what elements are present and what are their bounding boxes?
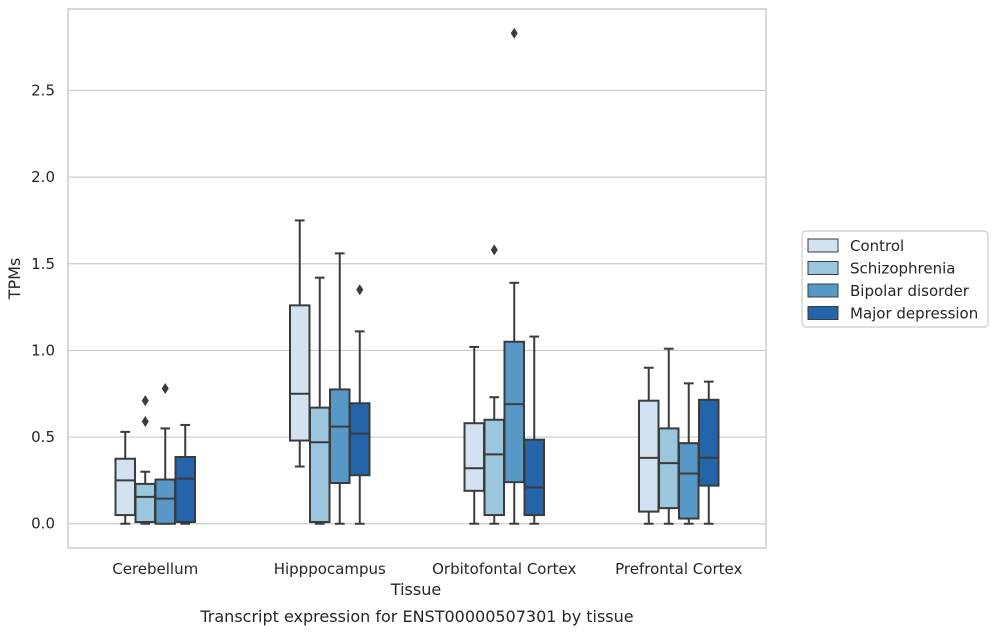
box-body xyxy=(698,398,720,487)
legend-swatch xyxy=(807,238,839,253)
y-tick-label: 0.5 xyxy=(31,428,55,446)
outlier-point xyxy=(490,244,498,256)
box-schizophrenia-prefrontal-cortex xyxy=(658,347,680,525)
x-axis-ticks: Cerebellum Hipppocampus Orbitofontal Corte… xyxy=(112,560,742,578)
legend-swatch xyxy=(807,306,839,320)
outlier-point xyxy=(161,383,169,395)
box-body xyxy=(114,457,136,517)
y-tick-label: 1.5 xyxy=(31,255,55,273)
box-control-orbitofontal-cortex xyxy=(463,345,485,525)
legend-label: Bipolar disorder xyxy=(850,282,970,300)
box-body xyxy=(329,388,351,485)
box-body xyxy=(134,482,156,524)
y-tick-label: 2.5 xyxy=(31,81,55,99)
legend-label: Major depression xyxy=(850,305,978,323)
y-axis-title: TPMs xyxy=(5,258,24,301)
box-major-depression-cerebellum xyxy=(174,423,196,525)
outlier-point xyxy=(356,284,364,296)
legend-swatch xyxy=(807,261,839,275)
box-body xyxy=(523,438,545,517)
x-tick-label: Orbitofontal Cortex xyxy=(432,560,576,578)
y-tick-label: 1.0 xyxy=(31,341,55,359)
y-tick-label: 0.0 xyxy=(31,515,55,533)
box-body xyxy=(678,442,700,520)
box-body xyxy=(174,456,196,524)
box-bipolar-disorder-prefrontal-cortex xyxy=(678,382,700,525)
box-body xyxy=(309,406,331,524)
box-body xyxy=(658,427,680,510)
box-body xyxy=(503,340,525,484)
box-bipolar-disorder-hipppocampus xyxy=(329,252,351,525)
box-schizophrenia-cerebellum xyxy=(134,395,156,525)
x-tick-label: Prefrontal Cortex xyxy=(615,560,742,578)
legend: Control Schizophrenia Bipolar disorder Majo… xyxy=(801,230,989,328)
box-body xyxy=(463,422,485,492)
box-control-hipppocampus xyxy=(289,219,311,468)
box-body xyxy=(154,478,176,525)
box-bipolar-disorder-orbitofontal-cortex xyxy=(503,27,525,525)
y-tick-label: 2.0 xyxy=(31,168,55,186)
box-body xyxy=(349,402,371,477)
x-tick-label: Cerebellum xyxy=(112,560,198,578)
y-axis-ticks: 0.0 0.5 1.0 1.5 2.0 2.5 xyxy=(31,81,55,532)
legend-swatch xyxy=(807,283,839,298)
plot-area xyxy=(114,27,720,525)
box-body xyxy=(483,418,505,517)
box-major-depression-hipppocampus xyxy=(349,284,371,525)
legend-frame xyxy=(801,230,989,328)
box-major-depression-orbitofontal-cortex xyxy=(523,335,545,525)
legend-label: Schizophrenia xyxy=(850,260,955,278)
x-tick-label: Hipppocampus xyxy=(274,560,386,578)
outlier-point xyxy=(141,415,149,427)
box-schizophrenia-orbitofontal-cortex xyxy=(483,244,505,525)
box-schizophrenia-hipppocampus xyxy=(309,276,331,525)
box-body xyxy=(289,304,311,442)
box-major-depression-prefrontal-cortex xyxy=(698,380,720,525)
box-control-prefrontal-cortex xyxy=(638,366,660,525)
box-control-cerebellum xyxy=(114,430,136,525)
plot-frame xyxy=(67,8,767,549)
x-axis-title: Tissue xyxy=(390,580,441,599)
box-bipolar-disorder-cerebellum xyxy=(154,383,176,525)
chart-caption: Transcript expression for ENST0000050730… xyxy=(199,607,633,626)
box-body xyxy=(638,399,660,513)
outlier-point xyxy=(510,27,518,39)
legend-label: Control xyxy=(850,237,904,255)
outlier-point xyxy=(141,395,149,407)
